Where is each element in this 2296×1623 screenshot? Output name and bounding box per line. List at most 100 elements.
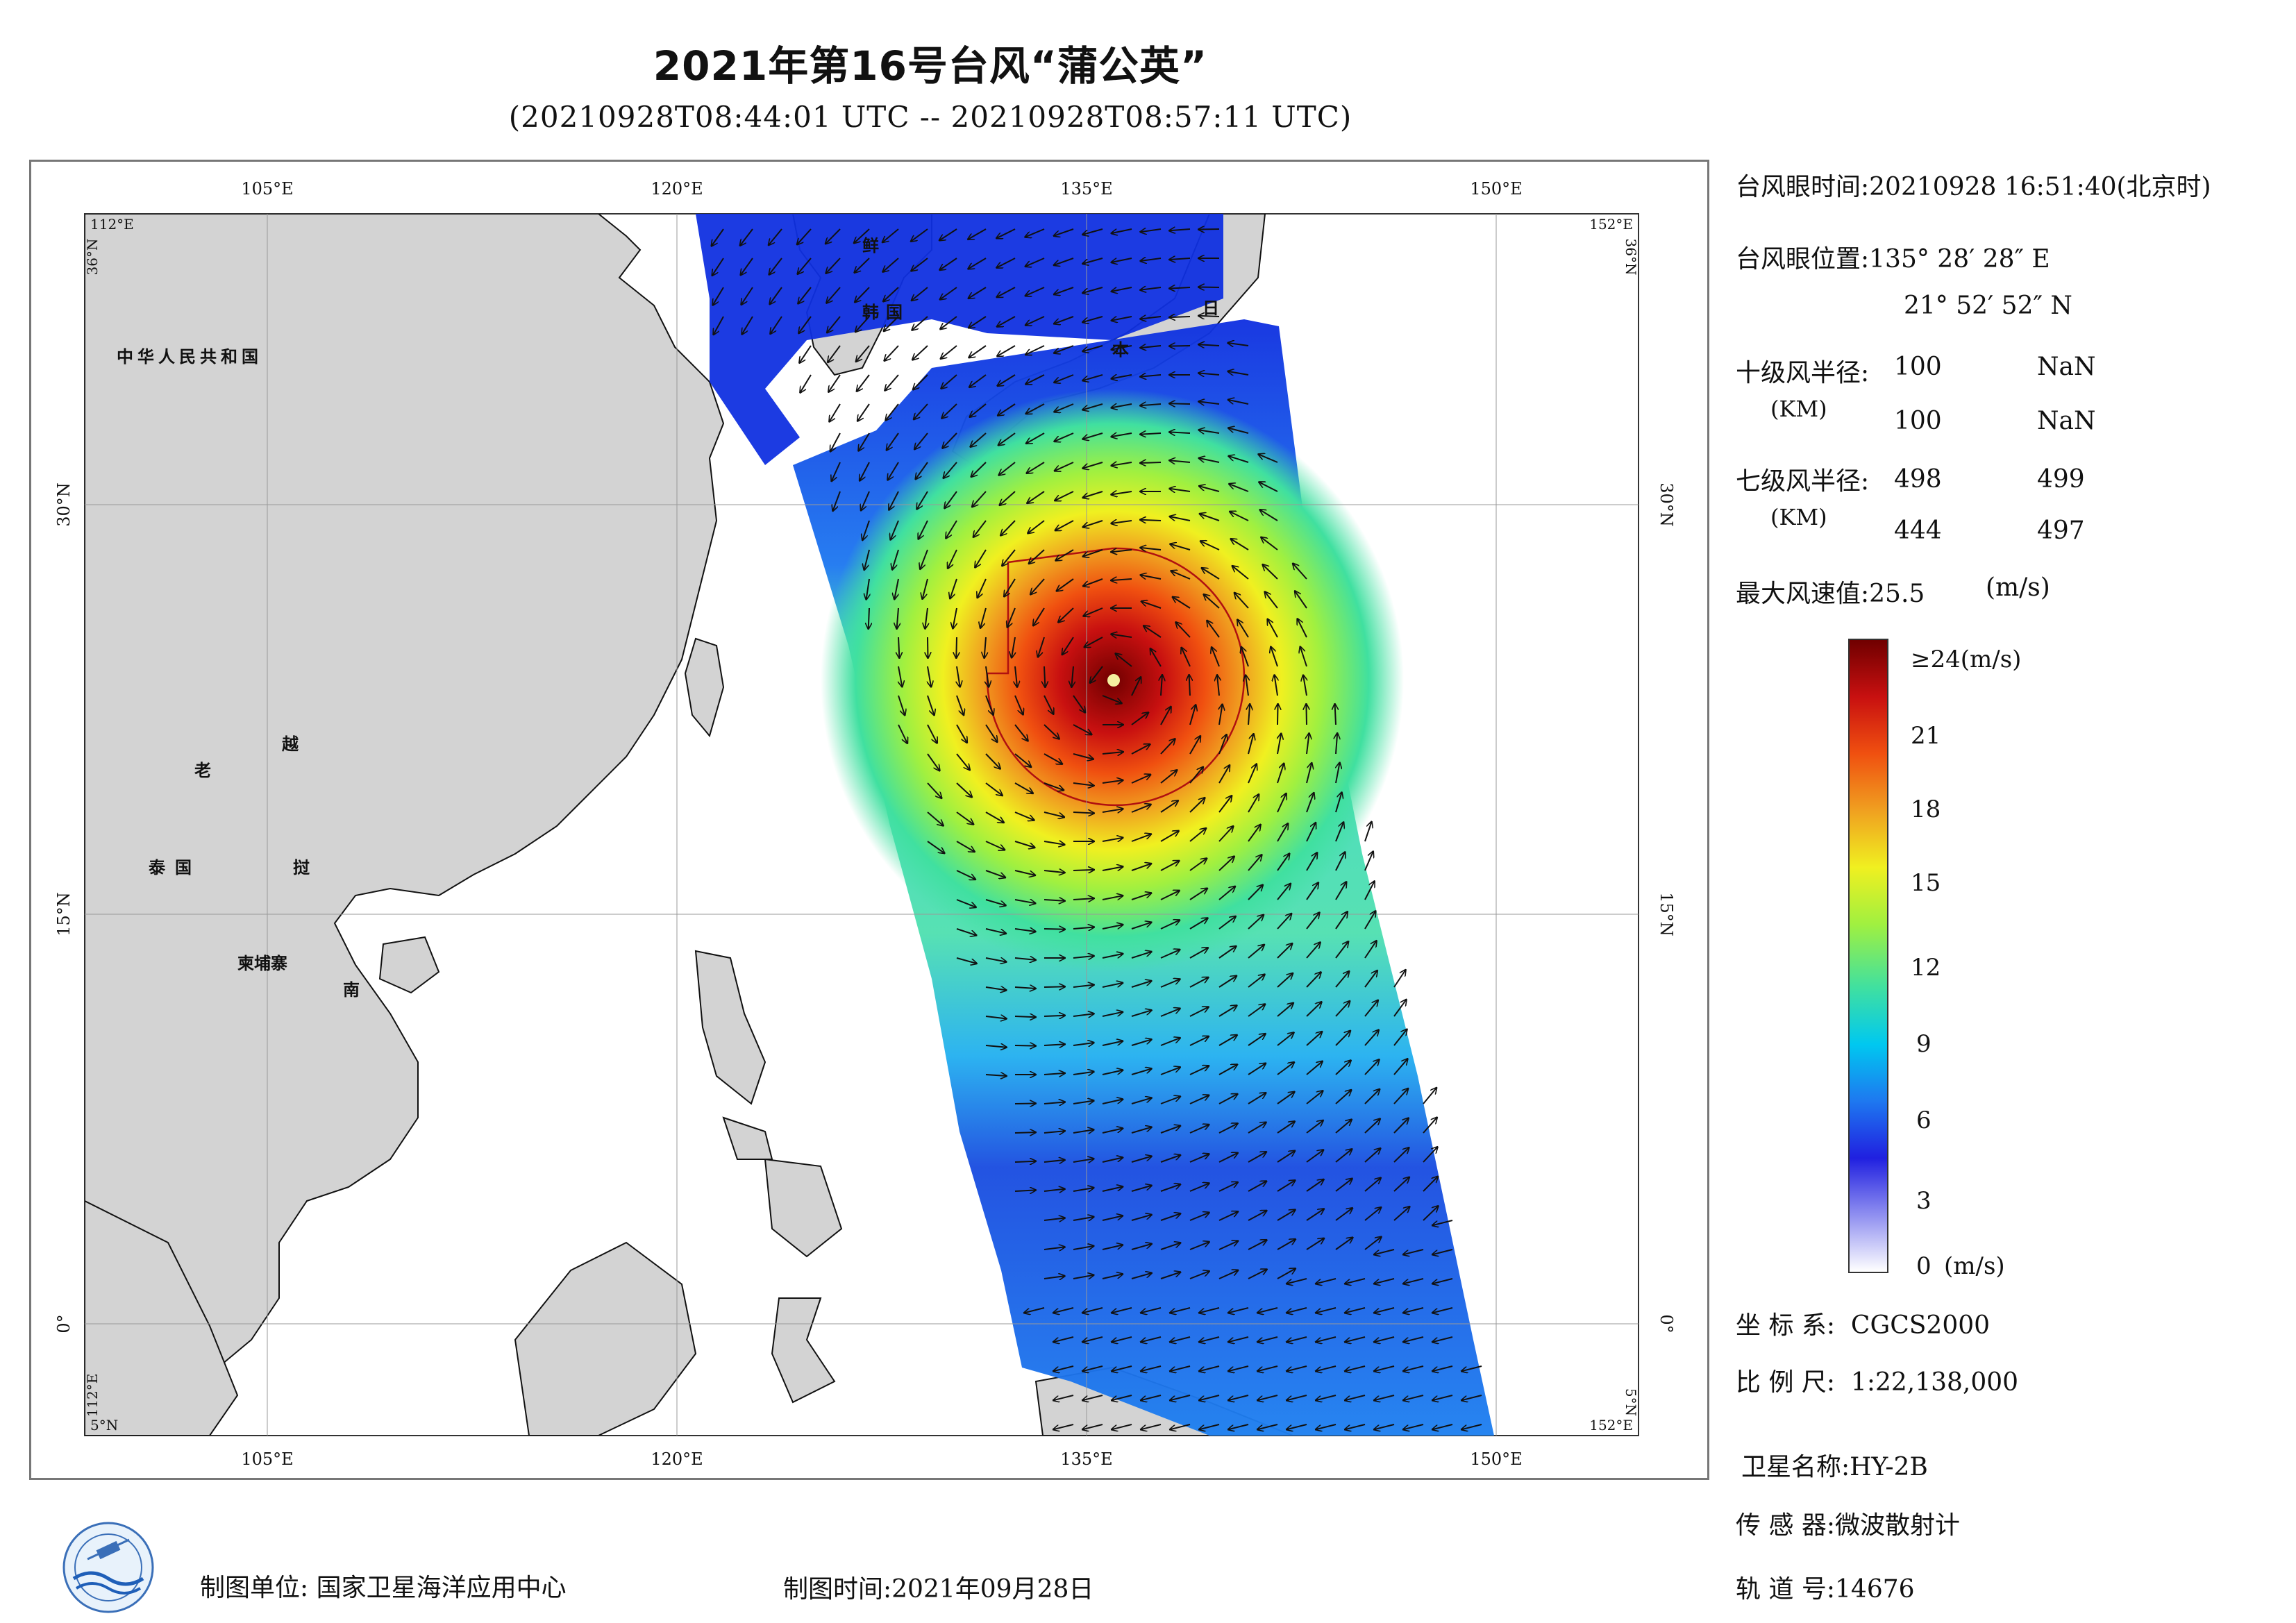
wind-arrow [1403,1249,1424,1254]
wind-arrow [1044,753,1062,764]
wind-arrow [1175,622,1191,638]
wind-arrow [1082,228,1103,235]
wind-arrow [1423,1147,1438,1163]
wind-arrow [1248,1004,1265,1017]
wind-arrow [940,316,957,329]
wind-arrow [1150,648,1162,667]
wind-arrow [1160,1272,1180,1279]
wind-arrow [998,403,1016,416]
wind-arrow [1102,954,1123,959]
wind-arrow [916,491,928,510]
wind-arrow [1014,1190,1036,1191]
lat-tick-left-0: 0° [54,1314,74,1333]
wind-arrow [770,287,782,304]
wind-arrow [1161,675,1162,696]
wind-arrow [1207,621,1220,638]
wind-arrow [1053,1307,1074,1313]
wind-arrow [1073,1043,1094,1045]
wind-arrow [1131,744,1150,755]
wind-arrow [1111,491,1132,495]
wind-arrow [1335,822,1343,842]
wind-arrow [1189,736,1200,755]
wind-arrow [1364,1237,1382,1250]
label-korea-n: 鲜 [862,236,879,255]
wind-arrow [886,403,899,421]
wind-arrow [1073,1217,1094,1220]
wind-arrow [1335,911,1348,930]
land-philippines-mindanao [764,1158,843,1258]
wind-arrow [1364,1119,1380,1134]
wind-arrow [1140,229,1162,232]
wind-arrow [927,724,937,743]
wind-arrow [1082,432,1103,439]
wind-arrow [1234,593,1249,609]
wind-arrow [1248,1152,1266,1163]
wind-arrow [1461,1424,1482,1429]
wind-arrow [1169,258,1191,260]
wind-arrow [1345,1365,1366,1371]
wind-arrow [969,345,987,358]
wind-arrow [1160,891,1180,900]
wind-arrow [1199,1336,1220,1342]
wind-arrow [1306,942,1321,959]
wind-arrow [1044,1131,1065,1133]
wind-arrow [1287,1395,1307,1400]
wind-arrow [1160,707,1171,725]
wind-arrow [1257,1365,1278,1371]
wind-arrow [855,316,870,332]
wind-arrow [1263,564,1278,580]
wind-arrow [1112,258,1132,262]
wind-arrow [1169,432,1191,433]
wind-arrow [941,403,957,419]
wind-arrow [1189,675,1190,696]
wind-arrow [1335,1060,1351,1075]
wind-arrow [1198,401,1220,404]
wind-arrow [927,812,944,826]
wind-arrow [1131,893,1151,900]
r7-unit: (KM) [1770,504,1827,530]
wind-arrow [1169,489,1191,491]
wind-arrow [912,345,928,360]
r7-v3: 444 [1894,516,1942,545]
wind-arrow [985,695,994,715]
wind-arrow [969,374,987,387]
footer-date: 制图时间:2021年09月28日 [783,1569,1093,1605]
wind-arrow [1053,1336,1074,1342]
wind-arrow [1393,1118,1409,1134]
label-cambodia: 柬埔寨 [237,954,287,973]
wind-arrow [1287,1365,1307,1371]
wind-arrow [1140,548,1162,550]
wind-arrow [1423,1118,1437,1134]
wind-arrow [1160,1155,1180,1163]
wind-arrow [1054,345,1074,353]
land-borneo [514,1241,697,1436]
wind-arrow [1189,1213,1209,1221]
wind-arrow [956,841,975,852]
wind-arrow [1364,1030,1379,1046]
wind-arrow [1198,287,1220,288]
wind-arrow [1082,491,1103,498]
wind-arrow [1131,1010,1152,1017]
wind-arrow [1335,1179,1352,1192]
wind-arrow [913,374,928,389]
wind-arrow [1083,578,1103,586]
wind-arrow [798,258,812,274]
wind-arrow [1189,1125,1209,1134]
wind-arrow [1055,491,1074,501]
wind-arrow [1014,870,1035,875]
wind-arrow [1131,1186,1152,1192]
wind-arrow [1227,343,1249,346]
wind-arrow [1228,1395,1249,1400]
wind-arrow [1131,805,1151,813]
wind-arrow [1025,258,1045,267]
colorbar [1848,639,1888,1273]
wind-arrow [1102,895,1123,900]
wind-arrow [1055,462,1074,471]
wind-arrow [828,345,841,362]
label-china: 中华人民共和国 [117,347,262,367]
max-wind-row: 最大风速值:25.5 [1736,573,1925,609]
wind-arrow [829,403,841,422]
wind-arrow [1248,1240,1267,1250]
wind-arrow [985,987,1007,991]
wind-arrow [1199,1307,1220,1313]
